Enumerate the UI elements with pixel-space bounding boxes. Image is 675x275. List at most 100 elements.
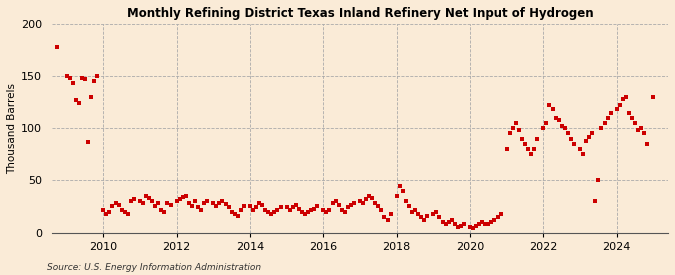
Point: [470, 224, 481, 229]
Point: [178, 195, 188, 199]
Point: [324, 207, 335, 212]
Point: [223, 205, 234, 210]
Point: [458, 222, 469, 226]
Point: [230, 211, 240, 216]
Point: [86, 95, 97, 99]
Point: [256, 203, 267, 208]
Point: [266, 211, 277, 216]
Point: [180, 194, 191, 198]
Point: [232, 214, 243, 218]
Point: [171, 199, 182, 204]
Point: [248, 207, 259, 212]
Point: [211, 204, 222, 209]
Point: [198, 201, 209, 205]
Point: [134, 199, 145, 204]
Point: [492, 215, 503, 219]
Point: [250, 205, 261, 210]
Point: [464, 225, 475, 230]
Point: [214, 201, 225, 205]
Point: [202, 199, 213, 204]
Point: [404, 204, 414, 209]
Point: [330, 199, 341, 204]
Point: [346, 203, 356, 208]
Point: [302, 210, 313, 214]
Point: [554, 118, 564, 122]
Point: [113, 203, 124, 208]
Point: [80, 77, 90, 81]
Point: [578, 152, 589, 156]
Point: [318, 207, 329, 212]
Point: [281, 205, 292, 210]
Point: [443, 220, 454, 224]
Point: [440, 222, 451, 226]
Point: [217, 199, 228, 204]
Point: [392, 194, 402, 198]
Point: [140, 194, 151, 198]
Point: [486, 220, 497, 224]
Point: [70, 98, 81, 102]
Y-axis label: Thousand Barrels: Thousand Barrels: [7, 83, 17, 174]
Point: [529, 147, 539, 151]
Point: [156, 207, 167, 212]
Point: [452, 225, 463, 230]
Point: [382, 218, 393, 222]
Point: [614, 103, 625, 108]
Point: [153, 201, 164, 205]
Point: [379, 215, 390, 219]
Point: [220, 202, 231, 207]
Point: [516, 136, 527, 141]
Point: [630, 121, 641, 125]
Point: [162, 201, 173, 205]
Point: [456, 224, 466, 229]
Point: [74, 101, 84, 105]
Point: [238, 204, 249, 209]
Point: [508, 126, 518, 130]
Point: [544, 103, 555, 108]
Point: [159, 210, 170, 214]
Point: [416, 215, 427, 219]
Point: [636, 126, 647, 130]
Point: [400, 199, 411, 204]
Point: [580, 139, 591, 143]
Point: [260, 207, 271, 212]
Point: [144, 196, 155, 200]
Point: [294, 206, 304, 211]
Point: [468, 226, 479, 230]
Point: [474, 222, 485, 226]
Point: [367, 196, 377, 200]
Point: [639, 131, 649, 136]
Point: [422, 214, 433, 218]
Point: [128, 197, 139, 201]
Point: [192, 205, 203, 210]
Point: [138, 201, 148, 205]
Point: [263, 210, 274, 214]
Point: [418, 218, 429, 222]
Point: [648, 95, 659, 99]
Point: [98, 207, 109, 212]
Point: [398, 189, 408, 193]
Point: [354, 199, 365, 204]
Point: [514, 128, 524, 133]
Point: [196, 207, 207, 212]
Point: [186, 204, 197, 209]
Point: [174, 197, 185, 201]
Point: [541, 121, 552, 125]
Point: [566, 136, 576, 141]
Point: [568, 142, 579, 146]
Point: [406, 210, 417, 214]
Point: [336, 207, 347, 212]
Point: [538, 126, 549, 130]
Point: [562, 131, 573, 136]
Point: [434, 215, 445, 219]
Point: [333, 203, 344, 208]
Point: [101, 211, 112, 216]
Point: [412, 211, 423, 216]
Point: [110, 201, 121, 205]
Point: [385, 211, 396, 216]
Point: [364, 194, 375, 198]
Point: [373, 204, 384, 209]
Point: [450, 222, 460, 226]
Point: [642, 142, 653, 146]
Point: [165, 203, 176, 208]
Point: [587, 131, 597, 136]
